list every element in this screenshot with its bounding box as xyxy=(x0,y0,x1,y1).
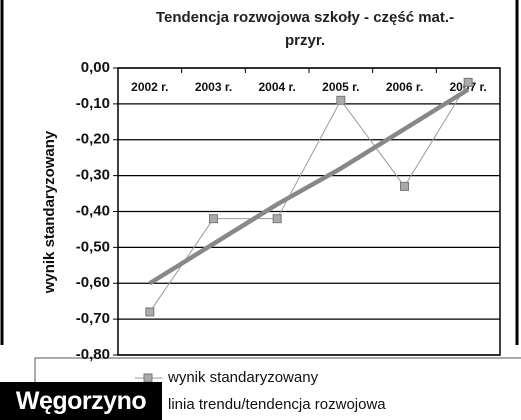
y-tick-label: -0,40 xyxy=(76,202,110,219)
y-tick-label: -0,50 xyxy=(76,238,110,255)
x-tick-label: 2007 r. xyxy=(449,80,486,94)
y-tick-label: 0,00 xyxy=(81,59,110,76)
y-tick-label: -0,30 xyxy=(76,167,110,184)
x-tick-label: 2003 r. xyxy=(195,80,232,94)
y-tick-label: -0,20 xyxy=(76,131,110,148)
x-tick-label: 2004 r. xyxy=(258,80,295,94)
data-line xyxy=(149,82,469,313)
x-tick-label: 2006 r. xyxy=(386,80,423,94)
y-tick-label: -0,60 xyxy=(76,274,110,291)
point-marker xyxy=(209,214,218,224)
legend-label: wynik standaryzowany xyxy=(167,369,319,386)
point-marker xyxy=(400,181,409,191)
point-marker xyxy=(272,214,282,224)
chart-title: Tendencja rozwojowa szkoły - część mat.-… xyxy=(155,9,455,49)
location-label: Węgorzyno xyxy=(0,382,162,420)
legend-label: linia trendu/tendencja rozwojowa xyxy=(168,396,386,413)
y-tick-label: -0,70 xyxy=(76,310,110,327)
trend-line xyxy=(148,87,470,286)
y-tick-label: -0,10 xyxy=(76,95,110,112)
point-marker xyxy=(145,307,155,317)
legend-marker xyxy=(143,373,153,383)
y-tick-label: -0,80 xyxy=(76,346,110,363)
point-marker xyxy=(463,77,473,87)
point-marker xyxy=(336,95,346,105)
x-tick-label: 2002 r. xyxy=(131,80,168,94)
x-tick-label: 2005 r. xyxy=(322,80,359,94)
y-axis-label: wynik standaryzowany xyxy=(41,130,58,294)
